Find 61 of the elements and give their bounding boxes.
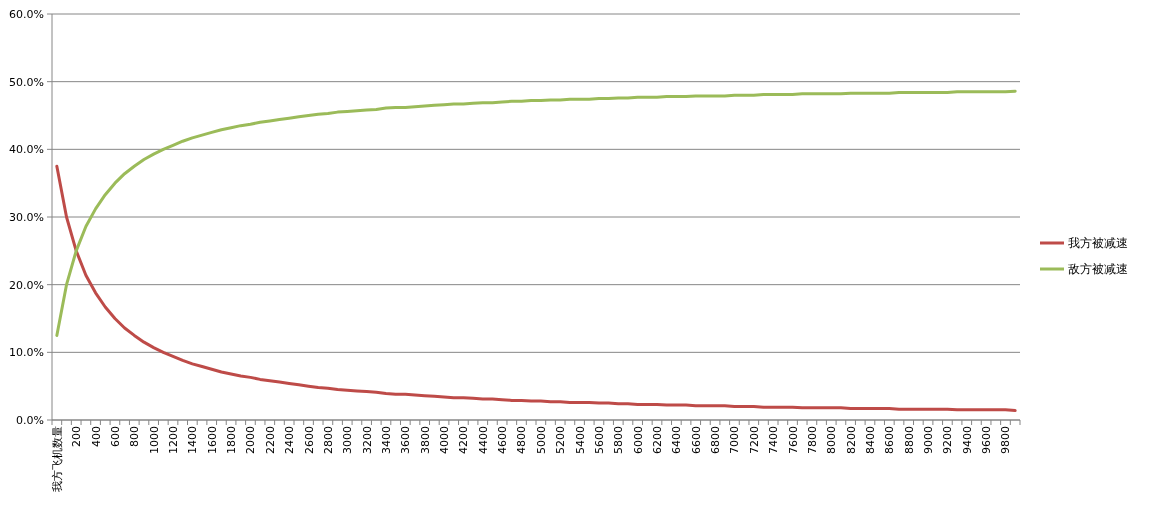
x-tick-label: 400 <box>89 426 103 447</box>
x-tick-label: 3800 <box>418 426 432 454</box>
x-tick-label: 3200 <box>360 426 374 454</box>
x-tick-label: 2800 <box>321 426 335 454</box>
x-tick-label: 5800 <box>612 426 626 454</box>
x-tick-label: 4800 <box>515 426 529 454</box>
x-tick-label: 8600 <box>883 426 897 454</box>
x-tick-label: 800 <box>128 426 142 447</box>
line-series <box>55 164 1017 413</box>
x-tick-label: 8200 <box>844 426 858 454</box>
x-tick-label: 8000 <box>825 426 839 454</box>
x-tick-label: 7400 <box>767 426 781 454</box>
x-tick-label: 3400 <box>379 426 393 454</box>
x-tick-label: 2200 <box>263 426 277 454</box>
x-tick-label: 1600 <box>205 426 219 454</box>
x-tick-label: 1800 <box>225 426 239 454</box>
x-tick-label: 600 <box>108 426 122 447</box>
x-tick-label: 6600 <box>689 426 703 454</box>
x-tick-label: 4000 <box>438 426 452 454</box>
x-tick-label: 5600 <box>592 426 606 454</box>
x-tick-label: 5200 <box>554 426 568 454</box>
x-tick-label: 7600 <box>786 426 800 454</box>
x-tick-label: 2000 <box>244 426 258 454</box>
y-tick-label: 60.0% <box>9 8 44 21</box>
x-tick-label: 6800 <box>709 426 723 454</box>
x-tick-label: 1400 <box>186 426 200 454</box>
x-tick-label: 3000 <box>341 426 355 454</box>
legend-label: 敌方被减速 <box>1068 262 1128 276</box>
x-tick-label: 9800 <box>999 426 1013 454</box>
x-tick-label: 9200 <box>941 426 955 454</box>
x-tick-label: 2400 <box>283 426 297 454</box>
line-series <box>55 89 1017 337</box>
x-tick-label: 5400 <box>573 426 587 454</box>
y-tick-label: 10.0% <box>9 346 44 360</box>
x-tick-label: 9600 <box>980 426 994 454</box>
x-tick-label: 200 <box>70 426 84 447</box>
x-tick-label: 2600 <box>302 426 316 454</box>
y-tick-label: 0.0% <box>16 414 44 427</box>
y-tick-label: 30.0% <box>9 211 44 224</box>
x-tick-label: 4400 <box>476 426 490 454</box>
x-tick-label: 7000 <box>728 426 742 454</box>
x-tick-label: 8400 <box>863 426 877 454</box>
x-tick-label: 7200 <box>747 426 761 454</box>
x-tick-label: 6200 <box>651 426 664 454</box>
x-tick-label: 4600 <box>496 426 510 454</box>
x-tick-label: 8800 <box>902 426 916 454</box>
x-tick-label: 6000 <box>631 426 645 454</box>
x-tick-label: 3600 <box>399 426 413 454</box>
x-tick-label: 1000 <box>147 426 161 454</box>
x-tick-label: 9000 <box>922 426 936 454</box>
x-tick-label: 5000 <box>534 426 548 454</box>
legend-label: 我方被减速 <box>1068 236 1128 250</box>
x-tick-label: 6400 <box>670 426 684 454</box>
x-tick-label: 1200 <box>167 426 180 454</box>
x-tick-label: 4200 <box>457 426 471 454</box>
y-tick-label: 50.0% <box>9 75 44 89</box>
x-tick-label: 我方飞机数量 <box>50 426 64 492</box>
y-tick-label: 40.0% <box>9 143 44 157</box>
x-tick-label: 7800 <box>805 426 819 454</box>
y-tick-label: 20.0% <box>9 278 44 292</box>
x-tick-label: 9400 <box>960 426 974 454</box>
